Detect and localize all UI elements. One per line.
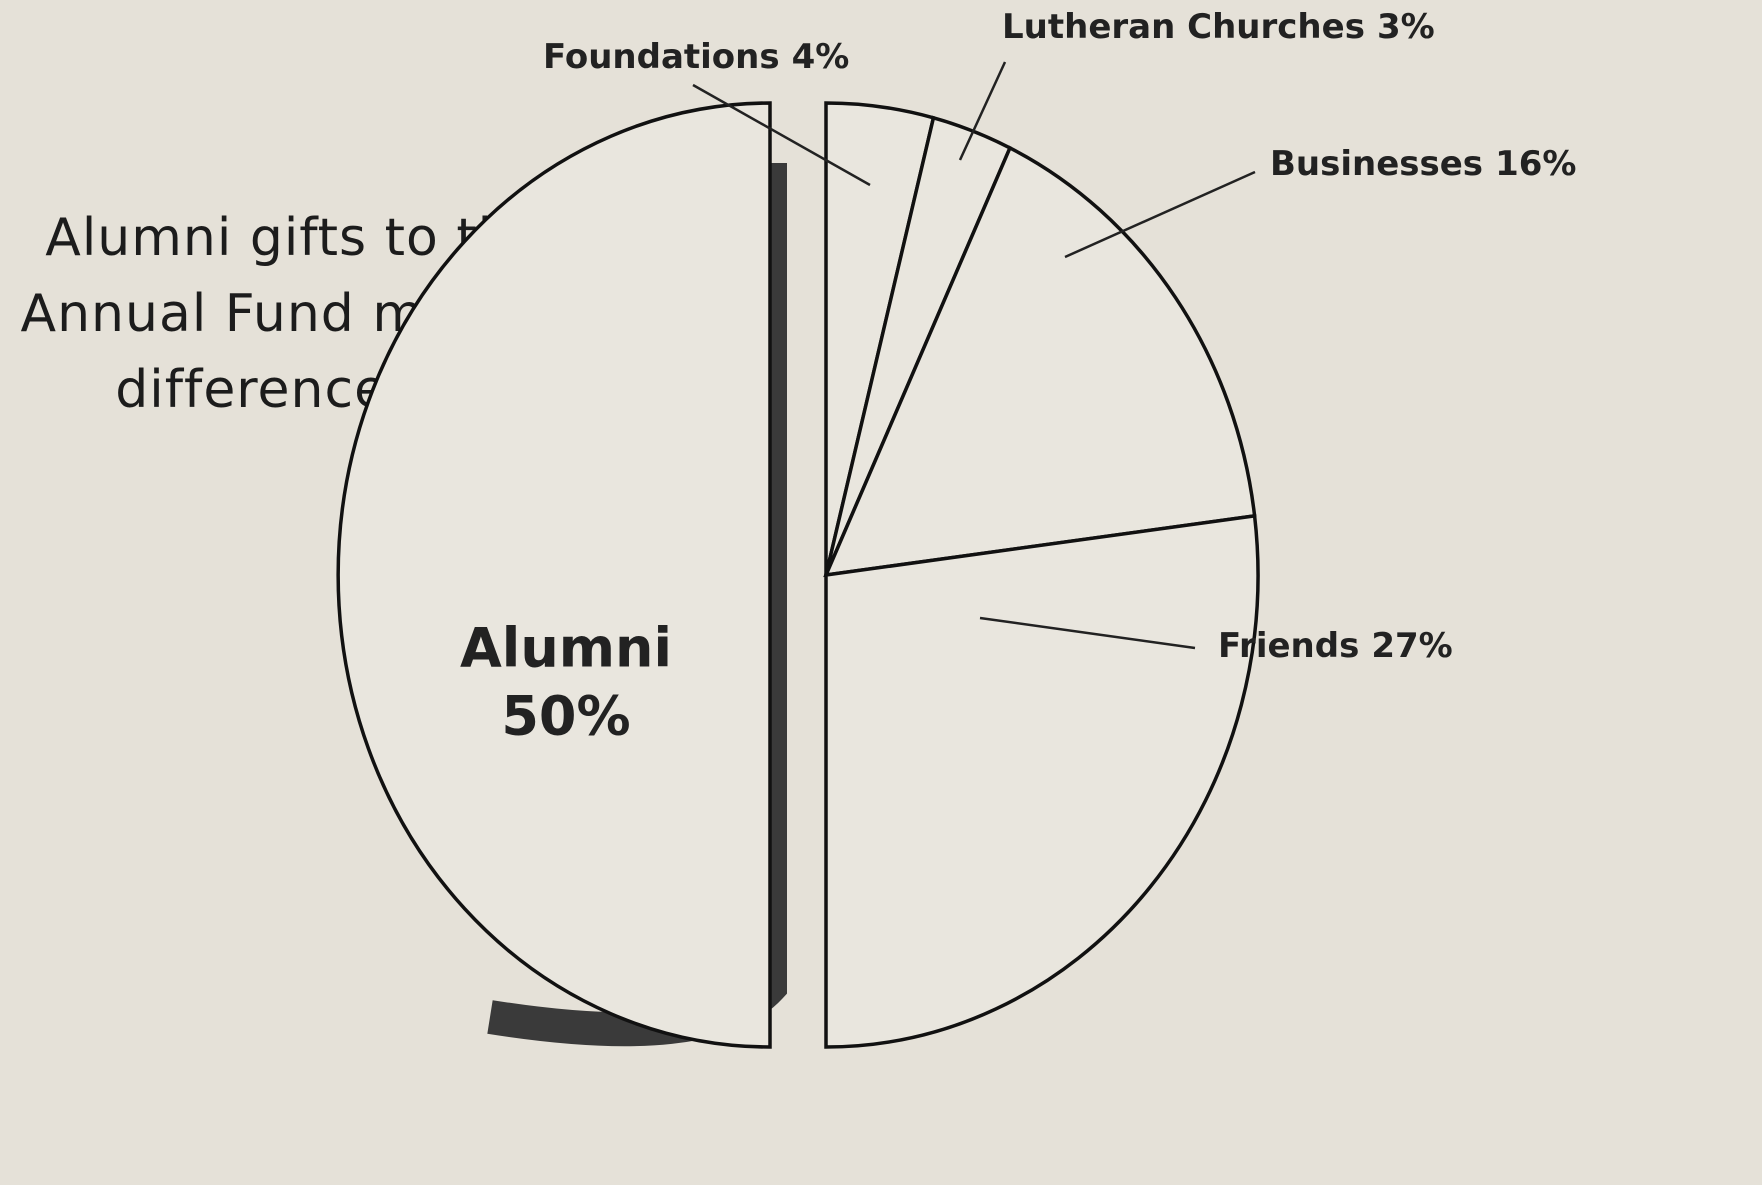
slice-category: Lutheran Churches xyxy=(1002,7,1365,47)
slice-category: Businesses xyxy=(1270,144,1483,184)
slice-category: Alumni xyxy=(460,617,672,680)
slice-value: 50% xyxy=(501,685,630,748)
slice-label: Businesses 16% xyxy=(1270,144,1576,184)
slice-value: 16% xyxy=(1495,144,1576,184)
pie-slice xyxy=(336,101,772,1049)
pie-slice xyxy=(824,513,1260,1049)
slice-value: 3% xyxy=(1377,7,1435,47)
slice-category: Friends xyxy=(1218,626,1359,666)
slice-label: Lutheran Churches 3% xyxy=(1002,7,1435,47)
leader-line xyxy=(692,83,871,187)
slice-label: Foundations 4% xyxy=(543,37,849,77)
slice-category: Foundations xyxy=(543,37,780,77)
slice-value: 4% xyxy=(792,37,850,77)
slice-value: 27% xyxy=(1371,626,1452,666)
slice-label: Friends 27% xyxy=(1218,626,1453,666)
leader-line xyxy=(1064,170,1256,259)
leader-line xyxy=(979,616,1196,650)
leader-line xyxy=(958,61,1007,161)
pie-slice xyxy=(823,145,1257,578)
